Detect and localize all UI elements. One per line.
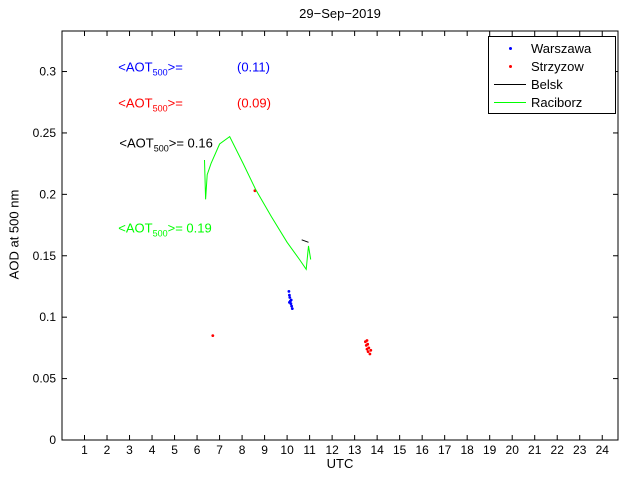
data-point-strzyzow	[365, 339, 369, 342]
x-tick-label: 7	[216, 443, 223, 457]
data-point-warszawa	[289, 298, 293, 302]
annotation-belsk: <AOT500>= 0.16	[119, 137, 212, 154]
legend-item-raciborz: Raciborz	[489, 93, 615, 111]
data-point-warszawa	[287, 290, 291, 293]
annotation-warszawa: <AOT500>= (0.11)	[118, 61, 270, 78]
legend-item-strzyzow: Strzyzow	[489, 57, 615, 75]
x-tick-label: 2	[104, 443, 111, 457]
annotation-text: <AOT	[118, 59, 153, 75]
annotation-strzyzow: <AOT500>= (0.09)	[118, 96, 271, 113]
line-marker-icon	[489, 83, 531, 85]
x-tick-label: 8	[239, 443, 246, 457]
data-point-strzyzow	[366, 342, 370, 346]
y-tick-label: 0.2	[39, 187, 56, 201]
x-tick-label: 4	[149, 443, 156, 457]
marker-swatch	[508, 46, 512, 50]
y-tick-label: 0.3	[39, 65, 56, 79]
data-point-warszawa	[289, 302, 293, 306]
data-point-strzyzow	[367, 346, 371, 350]
x-tick-label: 11	[303, 443, 316, 457]
x-tick-label: 9	[261, 443, 268, 457]
annotation-subscript: 500	[152, 228, 168, 239]
legend-label: Belsk	[531, 76, 563, 92]
x-tick-label: 6	[194, 443, 201, 457]
x-tick-label: 14	[370, 443, 384, 457]
data-point-warszawa	[288, 293, 291, 297]
data-point-strzyzow	[211, 334, 215, 337]
x-tick-label: 13	[348, 443, 362, 457]
legend: Warszawa Strzyzow Belsk Raciborz	[488, 36, 616, 114]
annotation-subscript: 500	[152, 67, 168, 78]
x-tick-label: 10	[280, 443, 294, 457]
y-tick-label: 0.05	[33, 372, 57, 386]
x-tick-label: 22	[551, 443, 565, 457]
annotation-text: <AOT	[119, 135, 154, 151]
annotation-value: >= 0.19	[167, 220, 212, 236]
x-tick-label: 15	[393, 443, 407, 457]
annotation-value: >= (0.11)	[167, 59, 270, 75]
x-tick-label: 18	[461, 443, 475, 457]
marker-swatch	[508, 64, 512, 68]
annotation-value: >= (0.09)	[167, 95, 271, 111]
y-tick-label: 0	[49, 433, 56, 447]
marker-swatch	[494, 83, 526, 85]
data-point-strzyzow	[366, 350, 370, 353]
data-point-warszawa	[288, 296, 292, 299]
line-marker-icon	[489, 101, 531, 103]
data-point-warszawa	[290, 304, 293, 308]
x-tick-label: 19	[483, 443, 497, 457]
y-tick-label: 0.1	[39, 310, 56, 324]
x-tick-label: 24	[596, 443, 610, 457]
data-point-strzyzow	[368, 352, 372, 356]
legend-label: Warszawa	[531, 40, 592, 56]
annotation-value: >= 0.16	[168, 135, 213, 151]
chart-title: 29−Sep−2019	[299, 6, 381, 21]
x-axis-label: UTC	[326, 456, 354, 471]
dot-marker-icon	[489, 64, 531, 68]
x-tick-label: 12	[325, 443, 339, 457]
y-tick-label: 0.15	[33, 249, 57, 263]
legend-item-warszawa: Warszawa	[489, 39, 615, 57]
annotation-subscript: 500	[152, 102, 168, 113]
x-tick-label: 21	[528, 443, 542, 457]
series-line-belsk	[301, 239, 309, 243]
marker-swatch	[494, 101, 526, 103]
series-line-raciborz	[204, 135, 312, 271]
x-tick-label: 20	[506, 443, 520, 457]
dot-marker-icon	[489, 46, 531, 50]
x-tick-label: 23	[573, 443, 587, 457]
x-tick-label: 5	[171, 443, 178, 457]
x-tick-label: 17	[438, 443, 452, 457]
annotation-subscript: 500	[153, 143, 169, 154]
annotation-raciborz: <AOT500>= 0.19	[118, 222, 211, 239]
x-tick-label: 3	[126, 443, 133, 457]
legend-label: Raciborz	[531, 94, 583, 110]
legend-item-belsk: Belsk	[489, 75, 615, 93]
annotation-text: <AOT	[118, 220, 153, 236]
data-point-warszawa	[290, 307, 294, 310]
x-tick-label: 16	[415, 443, 429, 457]
data-point-strzyzow	[369, 348, 373, 352]
legend-label: Strzyzow	[531, 58, 584, 74]
x-tick-label: 1	[81, 443, 88, 457]
y-axis-label: AOD at 500 nm	[6, 189, 22, 280]
annotation-text: <AOT	[118, 95, 153, 111]
y-tick-label: 0.25	[33, 126, 57, 140]
